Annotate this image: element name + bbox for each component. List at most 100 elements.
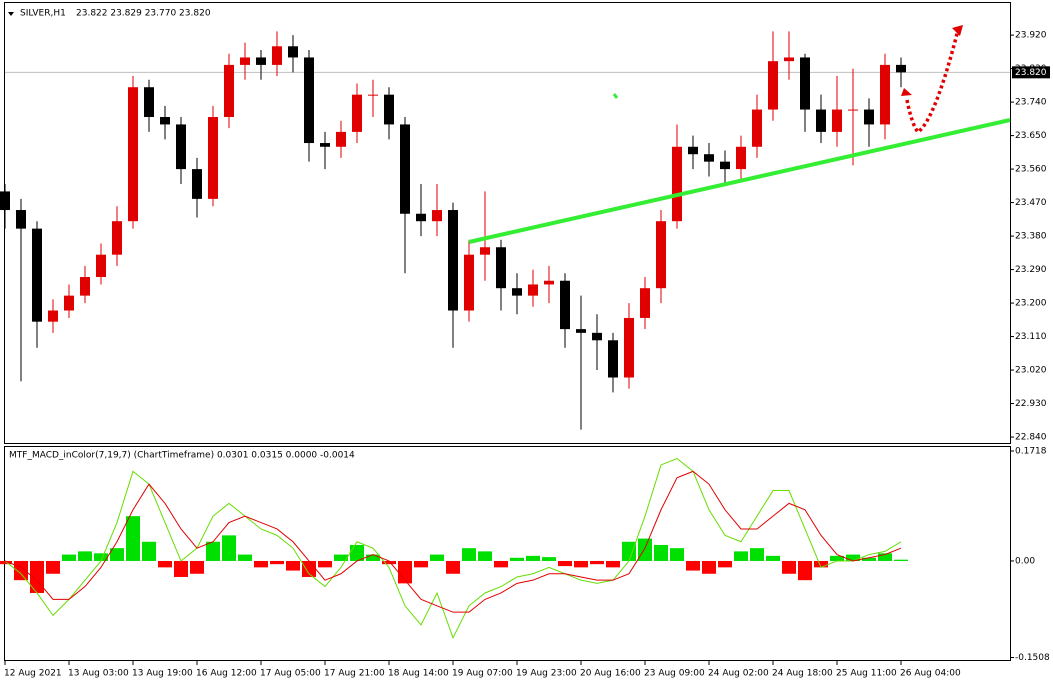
candle-body [720,161,730,170]
candle-body [112,221,122,255]
histogram-bar [814,560,828,568]
y-tick-label: 23.740 [1015,98,1047,108]
histogram-bar [574,560,588,568]
y-tick-label: 23.110 [1015,332,1047,342]
candle-body [528,284,538,296]
histogram-bar [0,560,12,565]
candle-body [176,124,186,170]
histogram-bar [606,560,620,568]
histogram-bar [766,555,780,561]
candle-body [848,109,858,111]
indicator-line [4,470,902,613]
candle-body [192,169,202,199]
candle-body [784,57,794,62]
y-tick-label: -0.1508 [1015,653,1050,663]
histogram-bar [46,560,60,574]
histogram-bar [686,560,700,571]
x-tick-label: 19 Aug 23:00 [516,669,577,679]
x-tick-label: 26 Aug 04:00 [900,669,961,679]
histogram-bar [750,548,764,561]
marker [612,93,619,99]
histogram-bar [558,560,572,567]
x-tick-label: 24 Aug 02:00 [708,669,769,679]
x-tick-label: 13 Aug 19:00 [132,669,193,679]
histogram-bar [638,538,652,561]
candle-body [208,116,218,199]
histogram-bar [414,560,428,568]
symbol: SILVER,H1 [20,9,66,19]
x-tick-label: 12 Aug 2021 [4,669,62,679]
candle-body [240,57,250,65]
x-tick-label: 17 Aug 05:00 [260,669,321,679]
arrow-head [952,25,963,36]
candle-body [768,61,778,110]
histogram-bar [654,544,668,561]
histogram-bar [30,560,44,593]
candle-body [416,213,426,222]
candle-body [736,146,746,170]
candle-body [400,124,410,214]
candle-body [256,57,266,65]
candle-body [0,191,10,211]
y-tick-label: 23.560 [1015,165,1047,175]
histogram-bar [862,557,876,561]
candle-body [816,109,826,132]
candle-body [288,46,298,58]
y-tick-label: 22.840 [1015,433,1047,443]
histogram-bar [174,560,188,577]
histogram-bar [94,553,108,561]
y-tick-label: 0.00 [1015,556,1035,566]
candle-body [624,317,634,378]
histogram-bar [590,560,604,565]
y-tick-label: 23.290 [1015,265,1047,275]
candle-body [880,64,890,125]
x-tick-label: 18 Aug 14:00 [388,669,449,679]
candle-body [368,94,378,96]
histogram-bar [510,557,524,561]
candle-body [640,288,650,318]
histogram-bar [430,554,444,561]
y-tick-label: 23.650 [1015,131,1047,141]
candle-body [800,57,810,110]
histogram-bar [526,555,540,561]
candle-body [704,154,714,162]
x-tick-label: 13 Aug 03:00 [68,669,129,679]
histogram-bar [78,551,92,561]
candle-body [480,247,490,255]
histogram-bar [494,560,508,568]
histogram-bar [110,548,124,561]
histogram-bar [718,560,732,568]
y-tick-label: 22.930 [1015,399,1047,409]
last-price-box [1012,66,1050,79]
histogram-bar [830,555,844,561]
histogram-bar [398,560,412,584]
histogram-bar [894,559,908,561]
histogram-bar [254,560,268,568]
candle-body [672,146,682,222]
x-tick-label: 23 Aug 09:00 [644,669,705,679]
histogram-bar [798,560,812,581]
y-tick-label: 23.380 [1015,232,1047,242]
histogram-bar [382,560,396,565]
candle-body [560,280,570,330]
candle-body [80,277,90,296]
candle-body [544,280,554,285]
histogram-bar [318,560,332,568]
candle-body [160,116,170,125]
candle-body [464,254,474,311]
histogram-bar [478,551,492,561]
candle-body [48,310,58,322]
candle-body [592,332,602,341]
indicator-pane [4,446,1011,661]
histogram-bar [462,548,476,561]
candle-body [656,221,666,289]
candle-body [224,64,234,117]
x-tick-label: 20 Aug 16:00 [580,669,641,679]
candle-body [96,254,106,278]
candle-body [32,228,42,322]
histogram-bar [302,560,316,577]
x-tick-label: 19 Aug 07:00 [452,669,513,679]
histogram-bar [878,553,892,561]
candle-body [432,210,442,222]
